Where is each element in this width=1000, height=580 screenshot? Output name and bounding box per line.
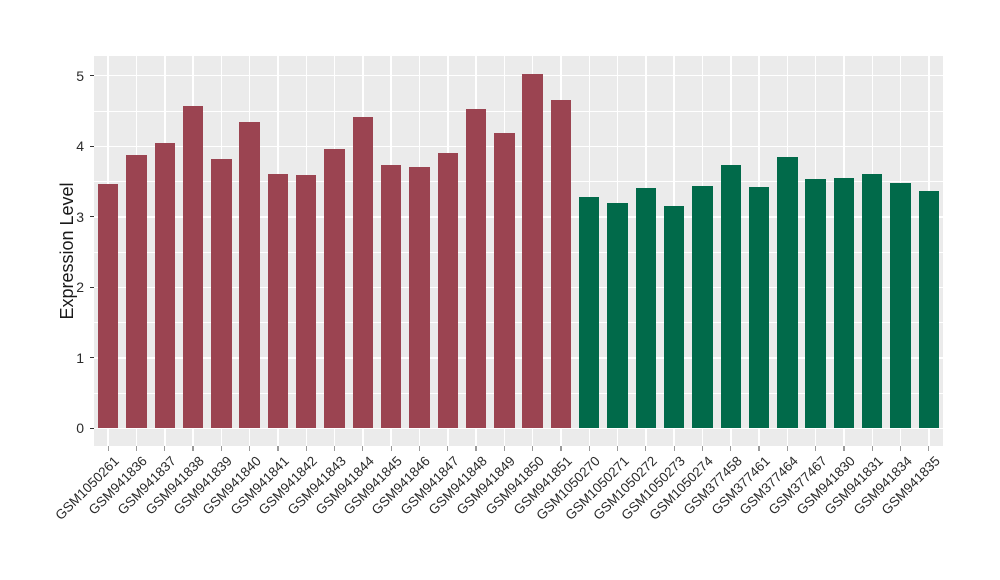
y-tick-label: 3 <box>76 208 84 225</box>
y-tick-label: 4 <box>76 138 84 155</box>
x-tick-mark <box>588 446 590 451</box>
bar-GSM941841 <box>267 174 289 429</box>
bar-GSM941831 <box>862 174 883 429</box>
bar-GSM377458 <box>720 164 741 429</box>
bar-GSM1050261 <box>97 183 119 429</box>
h-gridline-major <box>94 74 943 77</box>
y-tick-mark <box>89 75 94 77</box>
x-tick-mark <box>701 446 704 451</box>
bar-GSM377461 <box>748 187 770 429</box>
y-tick-mark <box>89 427 94 429</box>
bar-GSM941834 <box>890 182 911 429</box>
bar-GSM1050271 <box>607 202 628 429</box>
x-tick-mark <box>475 446 477 451</box>
plot-panel <box>94 56 943 446</box>
x-tick-mark <box>532 446 534 451</box>
h-gridline-major <box>94 357 943 359</box>
bar-GSM941842 <box>296 175 317 429</box>
x-tick-mark <box>333 446 336 451</box>
x-tick-mark <box>645 446 647 451</box>
bar-GSM1050274 <box>692 186 713 429</box>
x-tick-mark <box>560 446 562 451</box>
x-tick-mark <box>503 446 505 451</box>
x-tick-mark <box>277 446 279 451</box>
h-gridline-minor <box>94 322 943 324</box>
x-tick-mark <box>815 446 817 451</box>
x-tick-mark <box>899 446 902 451</box>
bar-GSM941848 <box>465 108 487 429</box>
h-gridline-major <box>94 427 943 430</box>
y-axis-title: Expression Level <box>57 182 77 320</box>
bar-GSM377467 <box>805 179 826 429</box>
y-tick-label: 1 <box>76 349 84 366</box>
y-tick-mark <box>89 286 94 288</box>
bar-GSM941850 <box>522 73 543 429</box>
x-tick-mark <box>843 446 845 451</box>
bar-GSM941840 <box>239 122 260 429</box>
bar-GSM1050272 <box>635 187 657 429</box>
bar-GSM941849 <box>494 132 515 429</box>
h-gridline-minor <box>94 251 943 253</box>
h-gridline-minor <box>94 392 943 394</box>
y-tick-mark <box>89 145 94 147</box>
bar-GSM941836 <box>126 155 147 429</box>
h-gridline-major <box>94 286 943 289</box>
x-tick-mark <box>616 446 619 451</box>
y-tick-mark <box>89 357 94 359</box>
x-tick-mark <box>730 446 732 451</box>
x-tick-mark <box>135 446 138 451</box>
bar-GSM941838 <box>182 106 204 429</box>
bar-GSM941837 <box>154 142 175 429</box>
x-tick-mark <box>220 446 222 451</box>
bar-GSM941839 <box>211 158 232 429</box>
h-gridline-minor <box>94 181 943 183</box>
bar-GSM377464 <box>777 156 798 429</box>
h-gridline-major <box>94 145 943 148</box>
y-tick-label: 0 <box>76 420 84 437</box>
bar-GSM941843 <box>324 149 345 429</box>
x-tick-mark <box>447 446 449 451</box>
bar-GSM1050273 <box>663 206 685 429</box>
x-tick-mark <box>418 446 421 451</box>
h-gridline-major <box>94 216 943 218</box>
bar-GSM941846 <box>409 166 430 429</box>
x-tick-mark <box>871 446 873 451</box>
bar-GSM941845 <box>380 165 402 429</box>
y-tick-label: 5 <box>76 67 84 84</box>
bar-GSM1050270 <box>579 197 600 429</box>
x-tick-mark <box>673 446 675 451</box>
bar-GSM941830 <box>833 178 855 429</box>
x-tick-mark <box>249 446 251 451</box>
bar-GSM941844 <box>352 117 374 429</box>
y-tick-mark <box>89 216 94 218</box>
x-tick-mark <box>928 446 930 451</box>
h-gridline-minor <box>94 110 943 112</box>
x-tick-mark <box>107 446 109 451</box>
x-tick-mark <box>305 446 307 451</box>
bar-GSM941851 <box>550 100 572 429</box>
bar-GSM941847 <box>437 153 458 429</box>
x-tick-mark <box>786 446 788 451</box>
x-tick-mark <box>362 446 364 451</box>
y-tick-label: 2 <box>76 279 84 296</box>
x-tick-mark <box>758 446 760 451</box>
x-tick-mark <box>164 446 166 451</box>
x-tick-mark <box>390 446 392 451</box>
x-tick-mark <box>192 446 194 451</box>
bar-GSM941835 <box>918 190 940 429</box>
